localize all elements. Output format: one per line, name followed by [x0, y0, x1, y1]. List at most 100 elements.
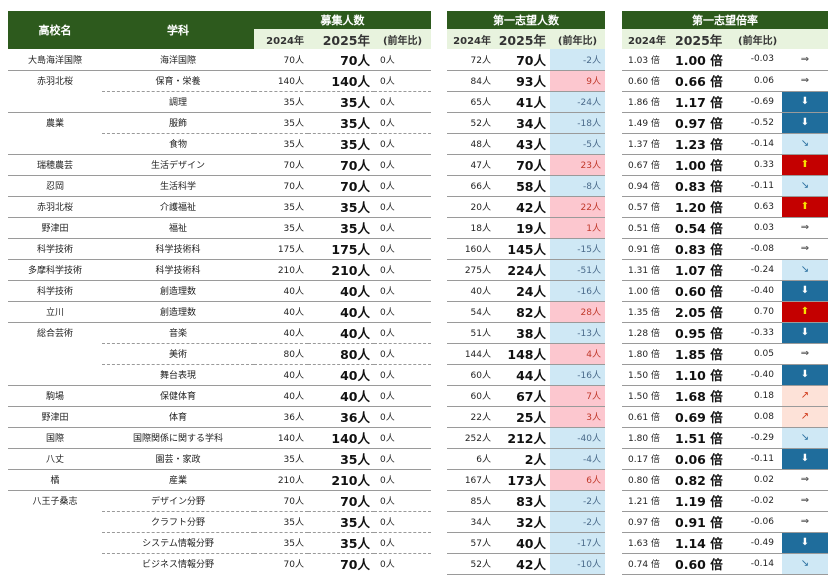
table-row: 0.17 倍 0.06 倍 -0.11 ⬇ — [622, 448, 828, 470]
applicants-diff-cell: 22人 — [550, 196, 605, 218]
subject-cell: 調理 — [102, 91, 254, 113]
subject-cell: 保育・栄養 — [102, 70, 254, 92]
ratio-2024-cell: 1.37 倍 — [622, 133, 669, 155]
table-row: ビジネス情報分野 70人 70人 0人 — [8, 553, 431, 574]
ratio-diff-cell: -0.33 — [728, 322, 782, 344]
ratio-2025-cell: 0.95 倍 — [669, 322, 728, 344]
recruit-diff-cell: 0人 — [374, 70, 432, 92]
subject-cell: 舞台表現 — [102, 364, 254, 386]
applicants-table: 第一志望人数 2024年 2025年 (前年比) 72人 70人 -2人 84人 93人… — [447, 11, 605, 575]
applicants-2025-cell: 67人 — [495, 385, 550, 407]
recruit-2024-cell: 210人 — [254, 469, 308, 491]
table-row: 60人 44人 -16人 — [447, 364, 605, 386]
applicants-2025-cell: 148人 — [495, 343, 550, 365]
table-row: 大島海洋国際 海洋国際 70人 70人 0人 — [8, 49, 432, 71]
recruit-2024-cell: 35人 — [254, 196, 308, 218]
ratio-2025-cell: 1.68 倍 — [669, 385, 728, 407]
recruit-diff-cell: 0人 — [374, 238, 432, 260]
table-row: 252人 212人 -40人 — [447, 427, 605, 449]
recruit-2024-cell: 35人 — [254, 511, 308, 533]
applicants-2024-cell: 275人 — [447, 259, 495, 281]
subject-cell: 創造理数 — [102, 280, 254, 302]
applicants-2025-cell: 32人 — [495, 511, 550, 533]
trend-arrow-icon: ⬇ — [782, 280, 828, 302]
ratio-2025-cell: 1.85 倍 — [669, 343, 728, 365]
table-row: 0.60 倍 0.66 倍 0.06 ⇒ — [622, 70, 828, 92]
ratio-diff-cell: 0.02 — [728, 469, 782, 491]
applicants-2024-cell: 65人 — [447, 91, 495, 113]
ratio-2024-cell: 0.60 倍 — [622, 70, 669, 92]
ratio-2024-cell: 0.74 倍 — [622, 553, 669, 575]
school-name-cell: 赤羽北桜 — [8, 196, 102, 218]
recruit-diff-cell: 0人 — [374, 175, 432, 197]
school-name-cell — [8, 133, 102, 155]
ratio-2025-cell: 0.83 倍 — [669, 238, 728, 260]
ratio-2025-cell: 1.19 倍 — [669, 490, 728, 512]
ratio-2025-cell: 0.06 倍 — [669, 448, 728, 470]
recruit-2024-cell: 35人 — [254, 133, 308, 155]
table-row: 22人 25人 3人 — [447, 406, 605, 428]
applicants-diff-cell: 9人 — [550, 70, 605, 92]
applicants-2024-cell: 6人 — [447, 448, 495, 470]
table-row: 48人 43人 -5人 — [447, 133, 605, 155]
table-row: 多摩科学技術 科学技術科 210人 210人 0人 — [8, 259, 432, 281]
applicants-2024-cell: 48人 — [447, 133, 495, 155]
ratio-2025-cell: 0.54 倍 — [669, 217, 728, 239]
applicants-diff-cell: 6人 — [550, 469, 605, 491]
ratio-2025-cell: 0.60 倍 — [669, 553, 728, 575]
trend-arrow-icon: ↘ — [782, 427, 828, 449]
applicants-2024-cell: 60人 — [447, 364, 495, 386]
table-row: 1.21 倍 1.19 倍 -0.02 ⇒ — [622, 490, 828, 512]
ratio-2024-cell: 1.80 倍 — [622, 427, 669, 449]
subject-cell: 食物 — [102, 133, 254, 155]
recruit-2024-cell: 175人 — [254, 238, 308, 260]
recruit-diff-cell: 0人 — [374, 322, 432, 344]
applicants-2025-cell: 212人 — [495, 427, 550, 449]
applicants-diff-cell: 3人 — [550, 406, 605, 428]
trend-arrow-icon: ⇒ — [782, 70, 828, 92]
ratio-2025-cell: 1.51 倍 — [669, 427, 728, 449]
table-row: 1.80 倍 1.85 倍 0.05 ⇒ — [622, 343, 828, 365]
ratio-2025-cell: 1.10 倍 — [669, 364, 728, 386]
recruit-2024-cell: 210人 — [254, 259, 308, 281]
applicants-2025-cell: 41人 — [495, 91, 550, 113]
recruit-2024-cell: 36人 — [254, 406, 308, 428]
recruit-2025-cell: 80人 — [308, 343, 374, 365]
applicants-diff-cell: 28人 — [550, 301, 605, 323]
ratio-2024-cell: 0.51 倍 — [622, 217, 669, 239]
applicants-2024-cell: 85人 — [447, 490, 495, 512]
applicants-diff-cell: 23人 — [550, 154, 605, 176]
ratio-2024-cell: 0.17 倍 — [622, 448, 669, 470]
recruit-diff-cell: 0人 — [374, 301, 432, 323]
school-name-cell — [8, 553, 102, 574]
ratio-2024-cell: 1.35 倍 — [622, 301, 669, 323]
applicants-2025-cell: 24人 — [495, 280, 550, 302]
recruit-diff-cell: 0人 — [374, 364, 432, 386]
table-row: 167人 173人 6人 — [447, 469, 605, 491]
table-row: 34人 32人 -2人 — [447, 511, 605, 533]
table-row: 赤羽北桜 介護福祉 35人 35人 0人 — [8, 196, 432, 218]
applicants-2024-cell: 252人 — [447, 427, 495, 449]
header-ratio-2025: 2025年 — [669, 29, 728, 49]
school-name-cell: 国際 — [8, 427, 102, 449]
ratio-2024-cell: 0.97 倍 — [622, 511, 669, 533]
applicants-2024-cell: 167人 — [447, 469, 495, 491]
recruit-diff-cell: 0人 — [374, 490, 432, 512]
table-row: 1.49 倍 0.97 倍 -0.52 ⬇ — [622, 112, 828, 134]
ratio-2024-cell: 1.50 倍 — [622, 385, 669, 407]
table-row: 1.28 倍 0.95 倍 -0.33 ⬇ — [622, 322, 828, 344]
trend-arrow-icon: ⬆ — [782, 196, 828, 218]
subject-cell: 美術 — [102, 343, 254, 365]
recruit-2025-cell: 36人 — [308, 406, 374, 428]
trend-arrow-icon: ↘ — [782, 259, 828, 281]
applicants-2025-cell: 42人 — [495, 553, 550, 575]
subject-cell: 保健体育 — [102, 385, 254, 407]
trend-arrow-icon: ↘ — [782, 553, 828, 575]
applicants-diff-cell: -2人 — [550, 49, 605, 71]
table-row: 18人 19人 1人 — [447, 217, 605, 239]
applicants-2025-cell: 82人 — [495, 301, 550, 323]
recruit-2025-cell: 70人 — [340, 557, 370, 573]
applicants-2024-cell: 22人 — [447, 406, 495, 428]
table-row: 84人 93人 9人 — [447, 70, 605, 92]
applicants-2025-cell: 25人 — [495, 406, 550, 428]
